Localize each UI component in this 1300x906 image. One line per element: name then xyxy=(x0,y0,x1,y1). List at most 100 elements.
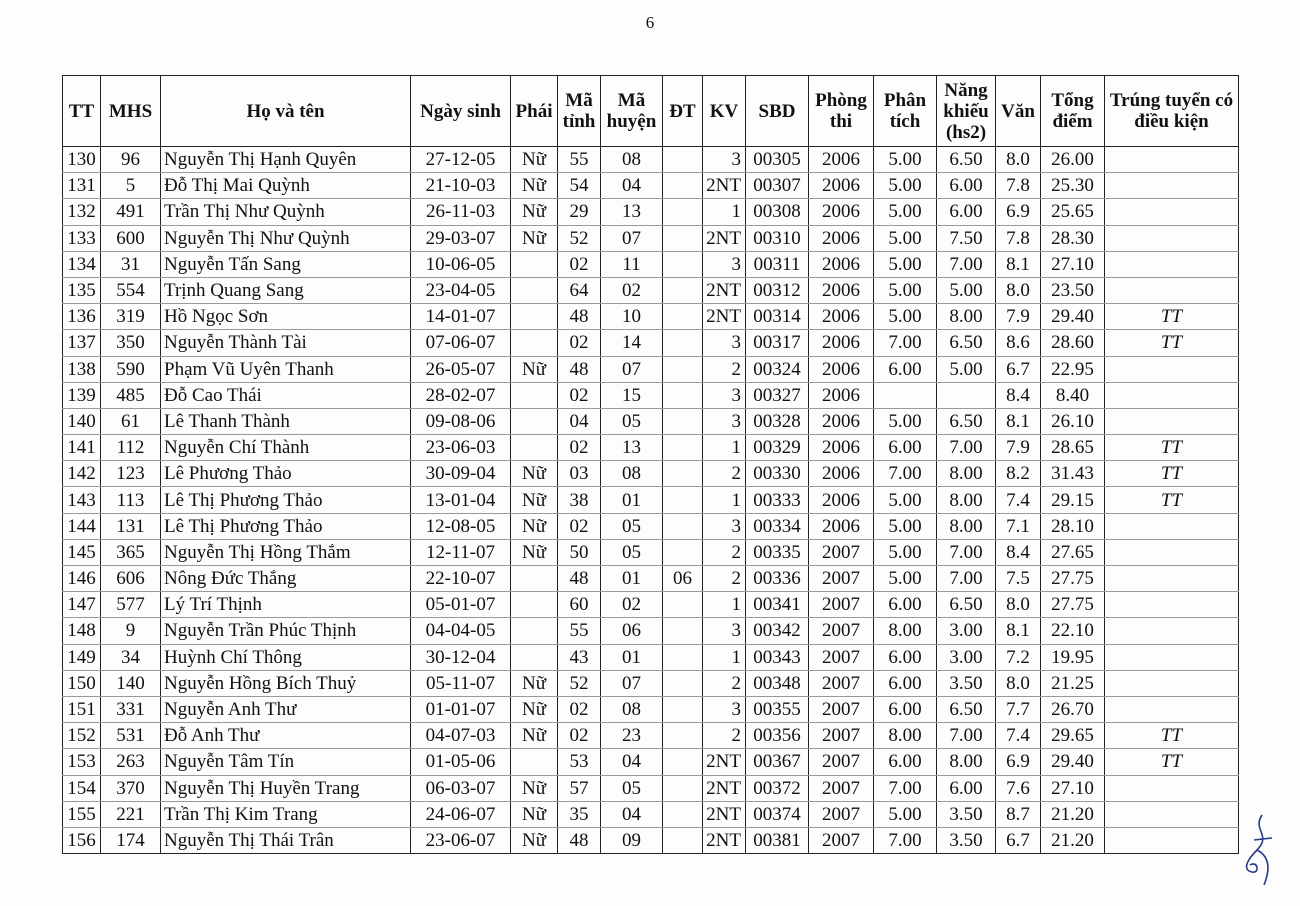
cell-ho-va-ten: Trần Thị Như Quỳnh xyxy=(160,198,411,226)
cell-trung-tuyen xyxy=(1104,407,1239,436)
cell-mhs: 9 xyxy=(100,617,161,645)
table-row: 149 34 Huỳnh Chí Thông 30-12-04 43 01 1 00343 20… xyxy=(62,643,1239,671)
cell-trung-tuyen: TT xyxy=(1104,460,1239,488)
cell-nang-khieu: 7.00 xyxy=(936,722,996,750)
cell-mhs: 331 xyxy=(100,695,161,724)
cell-ma-tinh: 02 xyxy=(557,381,601,409)
cell-mhs: 370 xyxy=(100,774,161,802)
cell-tt: 149 xyxy=(62,643,101,671)
cell-phong-thi: 2007 xyxy=(808,538,874,567)
cell-phai: Nữ xyxy=(510,172,558,200)
cell-dt xyxy=(662,538,703,567)
cell-ma-tinh: 48 xyxy=(557,826,601,855)
cell-phan-tich: 7.00 xyxy=(873,460,937,488)
cell-ngay-sinh: 26-05-07 xyxy=(410,355,511,383)
cell-ma-huyen: 02 xyxy=(600,591,663,619)
cell-ngay-sinh: 01-01-07 xyxy=(410,695,511,724)
cell-kv: 2NT xyxy=(702,224,746,252)
cell-nang-khieu: 6.50 xyxy=(936,329,996,357)
cell-ma-huyen: 07 xyxy=(600,224,663,252)
cell-mhs: 263 xyxy=(100,748,161,776)
cell-phong-thi: 2007 xyxy=(808,695,874,724)
cell-dt xyxy=(662,381,703,409)
cell-kv: 2NT xyxy=(702,748,746,776)
cell-kv: 2 xyxy=(702,722,746,750)
cell-ma-tinh: 02 xyxy=(557,512,601,540)
cell-ngay-sinh: 07-06-07 xyxy=(410,329,511,357)
cell-dt xyxy=(662,748,703,776)
cell-trung-tuyen xyxy=(1104,695,1239,724)
cell-sbd: 00329 xyxy=(745,434,809,462)
cell-phai xyxy=(510,591,558,619)
cell-mhs: 123 xyxy=(100,460,161,488)
cell-phan-tich: 5.00 xyxy=(873,564,937,593)
cell-phan-tich: 5.00 xyxy=(873,172,937,200)
header-phong-thi: Phòng thi xyxy=(808,75,874,147)
cell-ho-va-ten: Lê Thanh Thành xyxy=(160,407,411,436)
cell-dt xyxy=(662,198,703,226)
cell-sbd: 00312 xyxy=(745,276,809,305)
cell-mhs: 174 xyxy=(100,826,161,855)
cell-dt xyxy=(662,224,703,252)
cell-tt: 137 xyxy=(62,329,101,357)
cell-ma-tinh: 43 xyxy=(557,643,601,671)
cell-ngay-sinh: 01-05-06 xyxy=(410,748,511,776)
cell-trung-tuyen xyxy=(1104,145,1239,174)
cell-phong-thi: 2006 xyxy=(808,303,874,331)
cell-dt xyxy=(662,276,703,305)
cell-mhs: 140 xyxy=(100,669,161,697)
cell-van: 7.6 xyxy=(995,774,1041,802)
cell-dt xyxy=(662,329,703,357)
cell-tong-diem: 19.95 xyxy=(1040,643,1105,671)
cell-van: 7.9 xyxy=(995,303,1041,331)
cell-phan-tich: 7.00 xyxy=(873,774,937,802)
cell-phan-tich: 8.00 xyxy=(873,617,937,645)
cell-kv: 2 xyxy=(702,669,746,697)
cell-tong-diem: 26.10 xyxy=(1040,407,1105,436)
cell-phong-thi: 2006 xyxy=(808,434,874,462)
cell-trung-tuyen: TT xyxy=(1104,303,1239,331)
table-row: 154 370 Nguyễn Thị Huyền Trang 06-03-07 Nữ 57… xyxy=(62,774,1239,802)
cell-tong-diem: 23.50 xyxy=(1040,276,1105,305)
cell-mhs: 113 xyxy=(100,486,161,514)
cell-tong-diem: 26.70 xyxy=(1040,695,1105,724)
table-row: 141 112 Nguyễn Chí Thành 23-06-03 02 13 1 00329… xyxy=(62,434,1239,462)
cell-phong-thi: 2006 xyxy=(808,355,874,383)
cell-ma-tinh: 02 xyxy=(557,695,601,724)
cell-ngay-sinh: 21-10-03 xyxy=(410,172,511,200)
cell-ho-va-ten: Nông Đức Thắng xyxy=(160,564,411,593)
cell-ma-tinh: 57 xyxy=(557,774,601,802)
cell-tong-diem: 29.15 xyxy=(1040,486,1105,514)
cell-phai: Nữ xyxy=(510,695,558,724)
cell-ngay-sinh: 04-07-03 xyxy=(410,722,511,750)
cell-nang-khieu: 8.00 xyxy=(936,748,996,776)
table-row: 133 600 Nguyễn Thị Như Quỳnh 29-03-07 Nữ 52 07… xyxy=(62,224,1239,252)
cell-mhs: 554 xyxy=(100,276,161,305)
cell-dt xyxy=(662,617,703,645)
cell-ma-huyen: 04 xyxy=(600,172,663,200)
cell-tong-diem: 21.25 xyxy=(1040,669,1105,697)
cell-sbd: 00327 xyxy=(745,381,809,409)
cell-mhs: 577 xyxy=(100,591,161,619)
cell-mhs: 590 xyxy=(100,355,161,383)
cell-tong-diem: 31.43 xyxy=(1040,460,1105,488)
cell-van: 8.7 xyxy=(995,800,1041,828)
cell-ho-va-ten: Lý Trí Thịnh xyxy=(160,591,411,619)
table-row: 140 61 Lê Thanh Thành 09-08-06 04 05 3 00328 200… xyxy=(62,407,1239,436)
cell-ho-va-ten: Trần Thị Kim Trang xyxy=(160,800,411,828)
cell-mhs: 131 xyxy=(100,512,161,540)
cell-van: 8.1 xyxy=(995,407,1041,436)
cell-tong-diem: 28.60 xyxy=(1040,329,1105,357)
cell-tt: 132 xyxy=(62,198,101,226)
cell-phan-tich: 6.00 xyxy=(873,355,937,383)
cell-ho-va-ten: Nguyễn Trần Phúc Thịnh xyxy=(160,617,411,645)
cell-trung-tuyen xyxy=(1104,538,1239,567)
cell-mhs: 485 xyxy=(100,381,161,409)
cell-sbd: 00372 xyxy=(745,774,809,802)
table-row: 144 131 Lê Thị Phương Thảo 12-08-05 Nữ 02 05 3 0… xyxy=(62,512,1239,540)
cell-nang-khieu: 3.50 xyxy=(936,826,996,855)
cell-tong-diem: 28.30 xyxy=(1040,224,1105,252)
cell-ngay-sinh: 23-06-03 xyxy=(410,434,511,462)
cell-sbd: 00305 xyxy=(745,145,809,174)
cell-kv: 2NT xyxy=(702,800,746,828)
